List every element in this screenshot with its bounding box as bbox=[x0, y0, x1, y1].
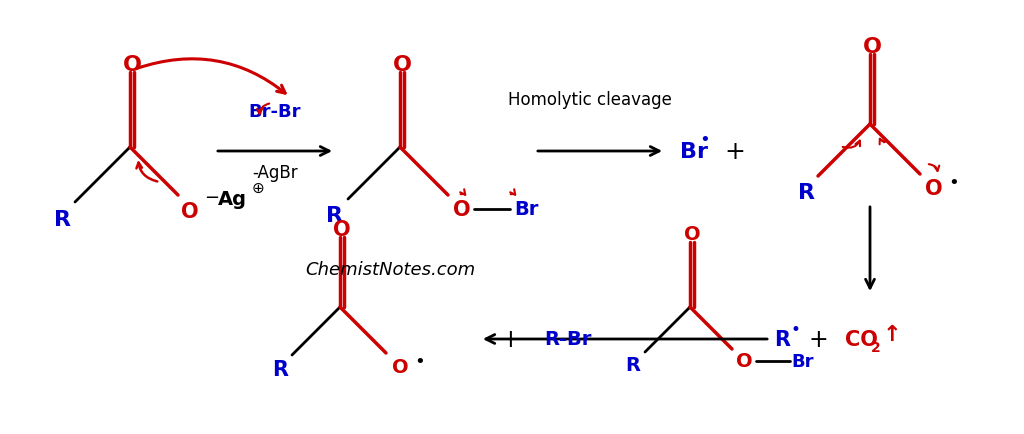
Text: +: + bbox=[808, 327, 827, 351]
Text: +: + bbox=[725, 140, 745, 164]
Text: CO: CO bbox=[845, 329, 878, 349]
Text: O: O bbox=[181, 201, 199, 221]
Text: R: R bbox=[53, 210, 71, 230]
Text: 2: 2 bbox=[871, 340, 881, 354]
Text: O: O bbox=[684, 225, 700, 244]
Text: Br: Br bbox=[680, 141, 708, 161]
Text: O: O bbox=[926, 178, 943, 198]
Text: O: O bbox=[862, 37, 882, 57]
Text: R: R bbox=[798, 183, 814, 203]
Text: Br: Br bbox=[792, 352, 814, 370]
Text: ⊕: ⊕ bbox=[252, 180, 264, 195]
Text: O: O bbox=[392, 55, 412, 75]
Text: +: + bbox=[500, 327, 520, 351]
Text: R: R bbox=[272, 359, 288, 379]
Text: ChemistNotes.com: ChemistNotes.com bbox=[305, 260, 475, 278]
Text: -AgBr: -AgBr bbox=[252, 164, 298, 181]
Text: R: R bbox=[327, 206, 343, 226]
Text: R: R bbox=[626, 356, 640, 375]
Text: O: O bbox=[333, 220, 351, 240]
Text: Br: Br bbox=[514, 200, 539, 219]
Text: O: O bbox=[454, 200, 471, 220]
Text: •: • bbox=[948, 174, 959, 191]
Text: O: O bbox=[123, 55, 141, 75]
Text: ↑: ↑ bbox=[883, 324, 901, 344]
Text: −: − bbox=[205, 188, 219, 207]
Text: O: O bbox=[735, 352, 753, 371]
Text: R: R bbox=[774, 329, 790, 349]
Text: Ag: Ag bbox=[217, 190, 247, 209]
Text: Br-Br: Br-Br bbox=[249, 103, 301, 121]
Text: •: • bbox=[699, 131, 711, 149]
Text: O: O bbox=[392, 358, 409, 377]
Text: Homolytic cleavage: Homolytic cleavage bbox=[508, 91, 672, 109]
Text: R-Br: R-Br bbox=[544, 330, 592, 349]
Text: •: • bbox=[791, 320, 800, 338]
Text: •: • bbox=[415, 352, 425, 370]
